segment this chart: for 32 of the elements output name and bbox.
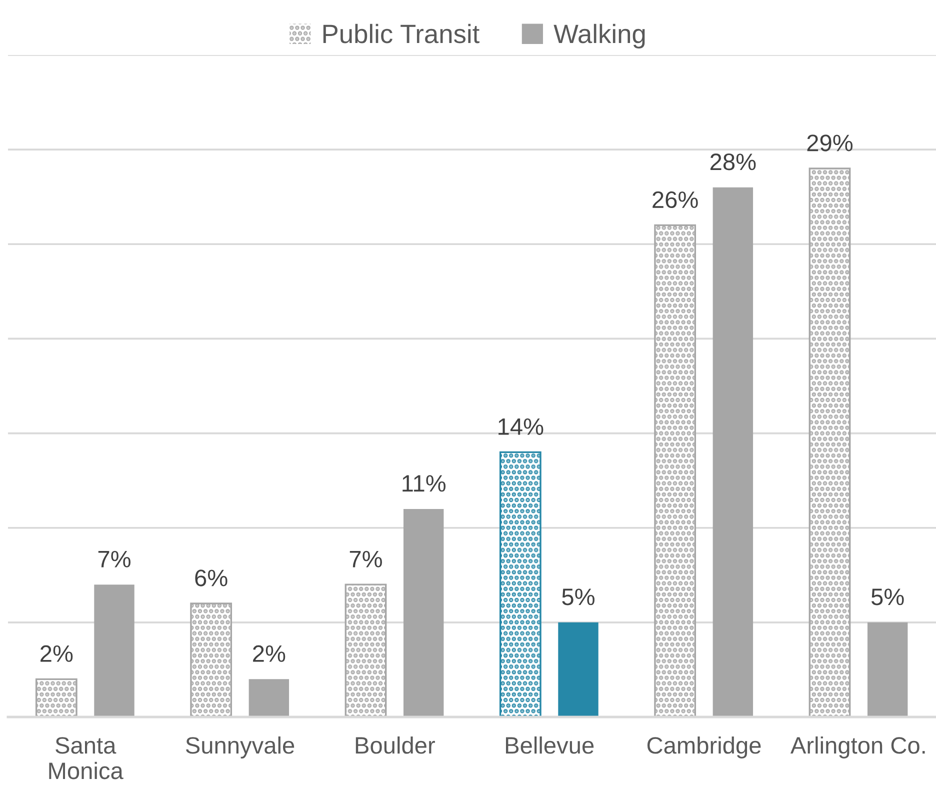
bar — [403, 508, 444, 717]
x-tick-label: Bellevue — [506, 736, 594, 754]
data-label: 7% — [350, 550, 382, 568]
data-label: 7% — [98, 550, 130, 568]
data-label: 26% — [652, 191, 698, 208]
legend-label: Walking — [554, 24, 645, 48]
bar — [712, 187, 754, 717]
bar — [35, 678, 78, 717]
bar — [344, 584, 387, 717]
bar — [190, 602, 232, 717]
bar — [94, 584, 134, 717]
data-label: 11% — [402, 475, 446, 492]
bar — [558, 622, 598, 717]
bar — [808, 168, 851, 717]
bar — [248, 679, 290, 717]
data-label: 6% — [195, 570, 228, 586]
x-tick-label: Santa Monica — [49, 737, 124, 780]
x-tick-label: Boulder — [356, 736, 435, 754]
data-label: 29% — [807, 134, 853, 152]
data-label: 2% — [40, 645, 73, 662]
x-tick-label: Arlington Co. — [790, 736, 925, 758]
legend-label: Public Transit — [323, 24, 480, 44]
data-label: 2% — [253, 645, 286, 662]
bar — [867, 622, 908, 717]
data-label: 5% — [562, 588, 594, 606]
bar — [499, 451, 542, 717]
data-label: 5% — [871, 588, 904, 606]
x-tick-label: Sunnyvale — [186, 736, 294, 758]
data-label: 28% — [710, 154, 756, 170]
bar — [654, 224, 696, 717]
data-label: 14% — [498, 418, 544, 435]
x-tick-label: Cambridge — [647, 736, 761, 758]
